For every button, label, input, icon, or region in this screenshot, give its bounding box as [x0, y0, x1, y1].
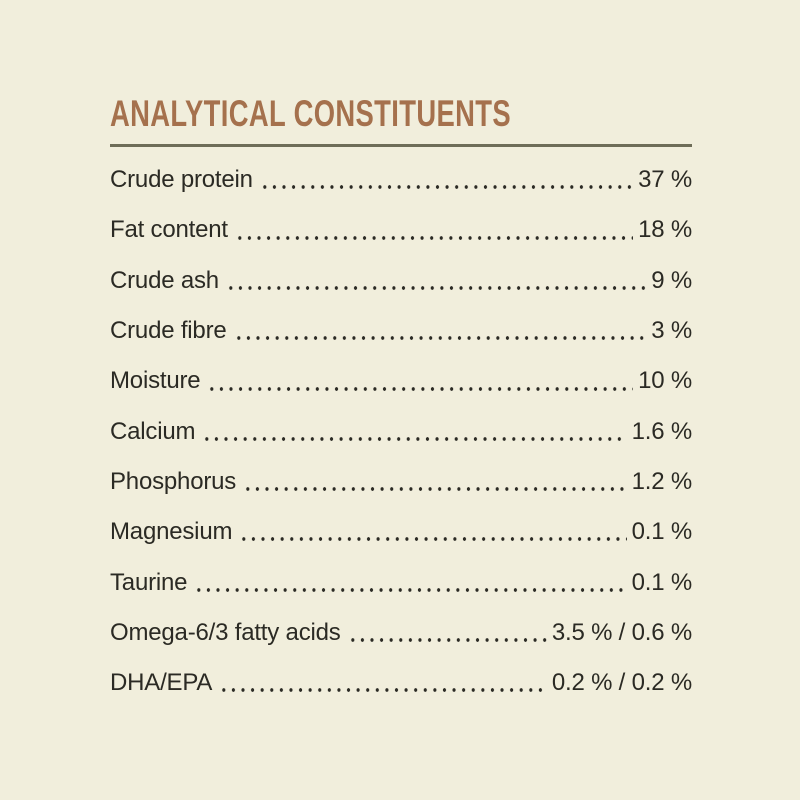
table-row: Omega-6/3 fatty acids 3.5 % / 0.6 % — [110, 607, 692, 658]
constituent-label: Phosphorus — [110, 467, 237, 495]
dot-leader — [233, 305, 647, 357]
section-title: ANALYTICAL CONSTITUENTS — [110, 93, 511, 134]
dot-leader — [259, 155, 634, 206]
dot-leader — [202, 406, 627, 457]
table-row: Magnesium 0.1 % — [110, 507, 693, 558]
constituent-value: 1.6 % — [631, 417, 693, 445]
constituent-label: Taurine — [110, 568, 188, 596]
table-row: Phosphorus 1.2 % — [110, 456, 693, 508]
table-row: Calcium 1.6 % — [110, 406, 693, 457]
constituent-value: 0.1 % — [631, 518, 693, 546]
constituent-label: Fat content — [110, 216, 228, 244]
constituent-label: Magnesium — [110, 518, 233, 546]
constituent-value: 1.2 % — [631, 467, 693, 495]
constituent-label: Moisture — [110, 367, 201, 395]
constituent-label: Crude ash — [110, 266, 219, 294]
table-row: DHA/EPA 0.2 % / 0.2 % — [110, 657, 692, 709]
constituent-label: Calcium — [110, 417, 196, 445]
dot-leader — [219, 657, 547, 709]
dot-leader — [207, 356, 634, 407]
dot-leader — [239, 507, 627, 558]
constituent-label: Crude fibre — [110, 317, 227, 345]
constituent-value: 0.2 % / 0.2 % — [551, 669, 692, 697]
constituent-label: Omega-6/3 fatty acids — [110, 618, 341, 646]
table-row: Taurine 0.1 % — [110, 557, 693, 608]
table-row: Crude protein 37 % — [110, 155, 692, 206]
constituent-value: 9 % — [651, 266, 692, 294]
constituent-value: 18 % — [638, 216, 692, 244]
dot-leader — [347, 607, 547, 658]
dot-leader — [194, 557, 627, 608]
table-row: Crude ash 9 % — [110, 255, 692, 306]
constituent-value: 10 % — [638, 367, 692, 395]
dot-leader — [225, 255, 647, 306]
dot-leader — [234, 205, 634, 256]
table-row: Fat content 18 % — [110, 205, 692, 256]
constituent-value: 37 % — [638, 166, 692, 194]
constituent-value: 0.1 % — [631, 568, 693, 596]
dot-leader — [243, 456, 627, 508]
constituents-table: Crude protein 37 % Fat content 18 % Crud… — [110, 155, 693, 709]
constituent-value: 3 % — [651, 317, 692, 345]
constituent-value: 3.5 % / 0.6 % — [551, 618, 692, 646]
table-row: Moisture 10 % — [110, 356, 692, 407]
constituent-label: DHA/EPA — [110, 669, 213, 697]
table-row: Crude fibre 3 % — [110, 305, 692, 357]
title-underline-rule — [110, 144, 692, 147]
constituent-label: Crude protein — [110, 166, 253, 194]
